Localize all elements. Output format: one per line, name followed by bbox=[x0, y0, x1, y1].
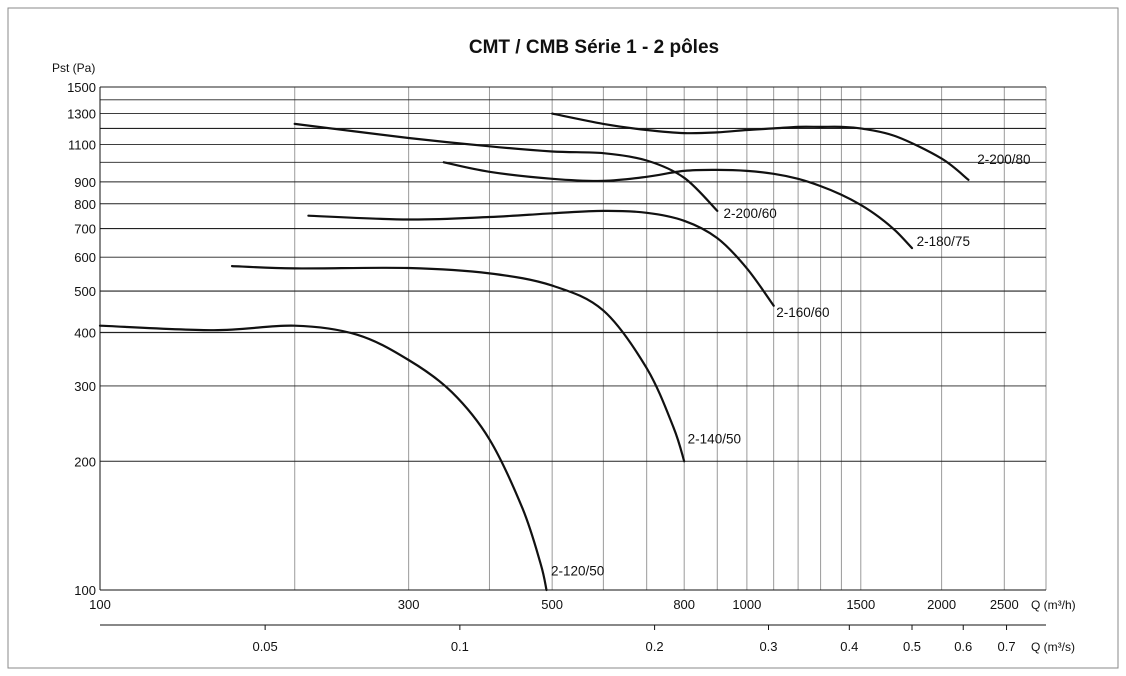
curve-2-120/50 bbox=[98, 324, 548, 592]
y-tick-label: 600 bbox=[74, 250, 96, 265]
curve-2-180/75 bbox=[442, 161, 914, 250]
x-top-tick-label: 2000 bbox=[927, 597, 956, 612]
curve-label-2-200/60: 2-200/60 bbox=[723, 206, 776, 221]
y-tick-label: 900 bbox=[74, 175, 96, 190]
x-bottom-tick-label: 0.3 bbox=[759, 639, 777, 654]
y-tick-label: 400 bbox=[74, 326, 96, 341]
curve-label-2-180/75: 2-180/75 bbox=[917, 234, 970, 249]
y-tick-label: 700 bbox=[74, 222, 96, 237]
x-top-axis-label: Q (m³/h) bbox=[1031, 598, 1076, 612]
curve-label-2-160/60: 2-160/60 bbox=[776, 305, 829, 320]
y-tick-label: 300 bbox=[74, 379, 96, 394]
y-tick-label: 100 bbox=[74, 583, 96, 598]
curve-2-140/50 bbox=[230, 265, 686, 463]
y-tick-label: 800 bbox=[74, 197, 96, 212]
x-bottom-tick-label: 0.6 bbox=[954, 639, 972, 654]
x-top-tick-label: 800 bbox=[673, 597, 695, 612]
curve-2-160/60 bbox=[307, 209, 775, 307]
curve-labels: 2-120/50 2-140/50 2-160/60 2-180/75 2-200/60… bbox=[551, 152, 1030, 579]
x-top-tick-label: 100 bbox=[89, 597, 111, 612]
y-tick-label: 1100 bbox=[68, 138, 96, 153]
curve-label-2-200/80: 2-200/80 bbox=[977, 152, 1030, 167]
x-bottom-tick-label: 0.5 bbox=[903, 639, 921, 654]
x-bottom-tick-label: 0.4 bbox=[840, 639, 858, 654]
x-bottom-tick-label: 0.1 bbox=[451, 639, 469, 654]
curve-2-200/80 bbox=[551, 112, 970, 181]
x-bottom-axis-label: Q (m³/s) bbox=[1031, 640, 1075, 654]
x-top-tick-label: 2500 bbox=[990, 597, 1019, 612]
chart-title: CMT / CMB Série 1 - 2 pôles bbox=[469, 37, 719, 58]
axes: 100 200 300 400 500 600 700 800 900 1100 1300 1500 1… bbox=[67, 80, 1076, 654]
curve-label-2-120/50: 2-120/50 bbox=[551, 564, 604, 579]
y-tick-label: 500 bbox=[74, 284, 96, 299]
y-tick-label: 1300 bbox=[67, 107, 96, 122]
curve-2-200/60 bbox=[293, 122, 719, 212]
curve-label-2-140/50: 2-140/50 bbox=[688, 432, 741, 447]
chart-frame bbox=[7, 7, 1119, 669]
x-top-tick-label: 1500 bbox=[846, 597, 875, 612]
y-tick-label: 1500 bbox=[67, 80, 96, 95]
x-top-tick-label: 500 bbox=[541, 597, 563, 612]
grid bbox=[99, 86, 1047, 591]
x-bottom-tick-label: 0.05 bbox=[252, 639, 277, 654]
curves bbox=[98, 112, 970, 592]
x-top-tick-label: 1000 bbox=[732, 597, 761, 612]
x-bottom-tick-label: 0.7 bbox=[998, 639, 1016, 654]
y-axis-label: Pst (Pa) bbox=[52, 61, 95, 75]
x-bottom-tick-label: 0.2 bbox=[646, 639, 664, 654]
y-tick-label: 200 bbox=[74, 454, 96, 469]
x-top-tick-label: 300 bbox=[398, 597, 420, 612]
